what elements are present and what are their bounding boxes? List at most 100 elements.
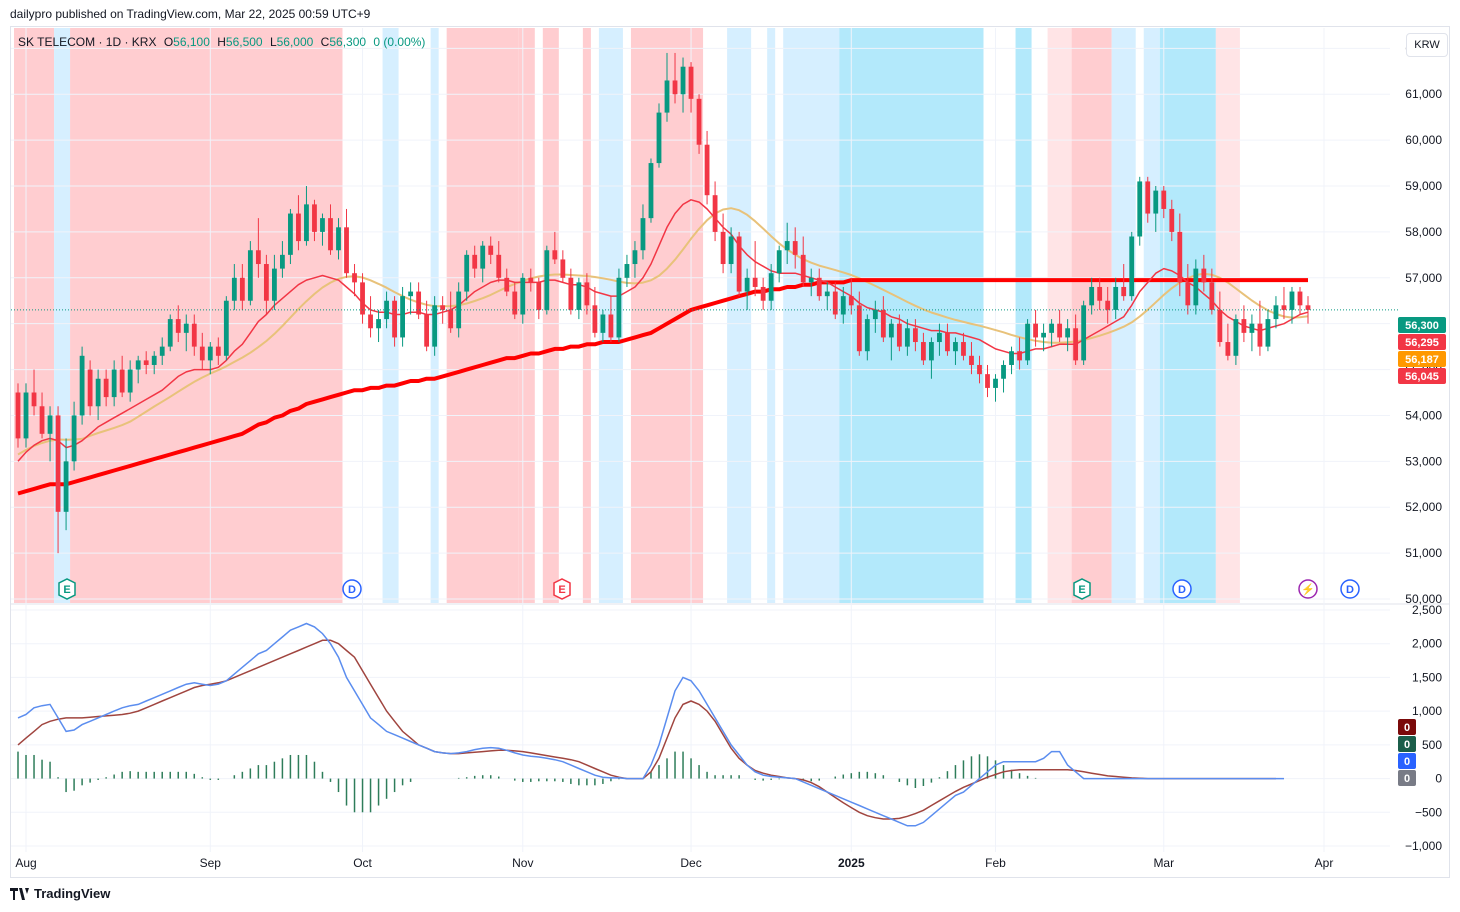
macd-label-text: 0 <box>1404 722 1410 734</box>
candle-body <box>624 264 630 278</box>
candle-body <box>784 241 790 251</box>
symbol-label: SK TELECOM · 1D · KRX <box>18 35 157 49</box>
background-band <box>1143 28 1160 603</box>
candle-body <box>71 415 77 462</box>
time-tick-label: 2025 <box>838 856 865 870</box>
macd-tick-label: 1,000 <box>1412 704 1442 718</box>
candle-body <box>1105 300 1111 310</box>
candle-body <box>768 273 774 301</box>
candle-body <box>344 227 349 274</box>
price-tick-label: 61,000 <box>1405 87 1442 101</box>
candle-body <box>312 204 317 232</box>
candle-body <box>392 300 397 338</box>
candle-body <box>656 112 662 164</box>
price-label-text: 56,300 <box>1405 320 1439 332</box>
candle-body <box>961 342 966 356</box>
candle-body <box>135 360 141 370</box>
candle-body <box>328 218 333 251</box>
background-band <box>542 28 559 603</box>
candle-body <box>600 314 606 333</box>
candle-body <box>87 369 93 407</box>
candle-body <box>1033 323 1038 338</box>
price-tick-label: 58,000 <box>1405 225 1442 239</box>
close-value: 56,300 <box>329 35 367 49</box>
price-label-box <box>1398 334 1446 350</box>
candle-body <box>440 305 446 310</box>
ma-sand-line <box>17 207 1309 456</box>
macd-axis: 2,500 2,000 1,500 1,000 500 0 −500 −1,000 <box>1405 603 1442 853</box>
candle-body <box>288 213 293 255</box>
candle-body <box>167 319 173 347</box>
candle-body <box>1289 291 1295 310</box>
macd-tick-label: 2,500 <box>1412 603 1442 617</box>
macd-tick-label: 500 <box>1422 738 1442 752</box>
event-badge <box>553 578 571 600</box>
price-tick-label: 54,000 <box>1405 408 1442 422</box>
candle-body <box>1065 328 1071 338</box>
currency-button[interactable]: KRW <box>1406 33 1448 57</box>
candle-body <box>352 273 357 283</box>
background-band <box>727 28 752 603</box>
candle-body <box>792 241 798 255</box>
candle-body <box>263 264 269 301</box>
candle-body <box>496 254 502 278</box>
candle-body <box>993 378 998 388</box>
candle-body <box>1049 323 1055 333</box>
candle-body <box>255 250 261 265</box>
candle-body <box>977 364 982 375</box>
background-band <box>54 28 71 603</box>
candle-body <box>336 227 341 251</box>
candle-body <box>921 342 926 361</box>
candle-body <box>776 250 782 274</box>
candle-body <box>1217 309 1223 343</box>
candle-body <box>1281 305 1287 310</box>
candle-body <box>320 218 325 232</box>
candle-body <box>1161 190 1167 209</box>
event-badge <box>1073 578 1091 600</box>
candle-body <box>1273 305 1279 320</box>
candle-body <box>1153 190 1159 214</box>
candle-body <box>504 277 510 292</box>
candle-body <box>568 277 574 310</box>
candle-body <box>368 314 373 329</box>
candle-body <box>608 314 614 338</box>
candle-body <box>888 323 894 338</box>
candle-body <box>1089 286 1095 306</box>
background-band <box>382 28 399 603</box>
candle-body <box>15 392 21 439</box>
macd-label-box <box>1398 736 1416 752</box>
candle-body <box>488 245 494 255</box>
candle-body <box>472 254 478 269</box>
macd-tick-label: 0 <box>1435 772 1442 786</box>
candle-body <box>376 319 381 329</box>
event-label: D <box>1178 584 1186 596</box>
time-tick-label: Feb <box>985 856 1006 870</box>
candle-body <box>119 369 125 393</box>
candle-body <box>856 305 862 352</box>
candle-body <box>1129 236 1135 297</box>
event-marker-earnings: E <box>1073 578 1091 600</box>
macd-tick-label: 1,500 <box>1412 670 1442 684</box>
macd-label-box <box>1398 719 1416 735</box>
candle-body <box>223 300 229 356</box>
event-badge <box>1172 579 1192 599</box>
candle-body <box>872 309 878 320</box>
background-band <box>783 28 840 603</box>
candle-body <box>704 144 710 196</box>
tradingview-brand: TradingView <box>10 886 110 901</box>
time-tick-label: Nov <box>512 856 533 870</box>
candle-body <box>840 296 846 315</box>
change-value: 0 (0.00%) <box>373 35 426 49</box>
price-tick-label: 51,000 <box>1405 546 1442 560</box>
published-caption: dailypro published on TradingView.com, M… <box>10 7 371 21</box>
event-label: D <box>1346 584 1354 596</box>
candle-body <box>408 291 414 297</box>
price-tick-label: 53,000 <box>1405 454 1442 468</box>
candle-body <box>536 282 542 310</box>
background-band <box>13 28 55 603</box>
open-label: O <box>163 35 174 49</box>
candle-body <box>744 277 750 292</box>
candle-body <box>432 305 438 347</box>
candle-body <box>720 231 726 265</box>
